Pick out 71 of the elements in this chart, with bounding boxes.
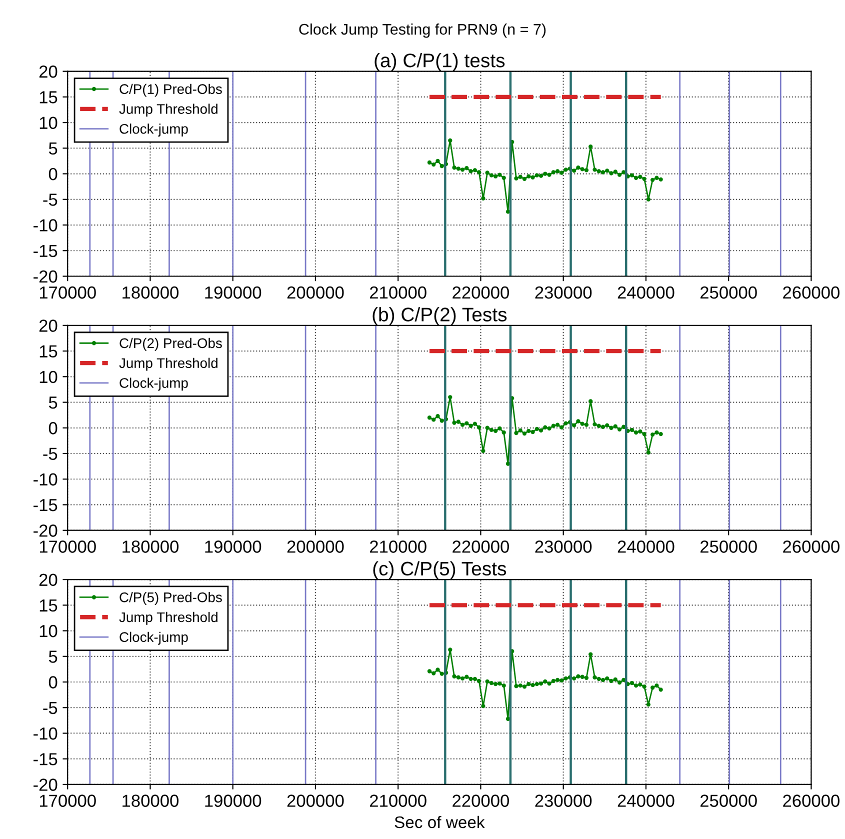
x-tick-label: 210000 bbox=[370, 794, 426, 807]
legend-label: Jump Threshold bbox=[119, 358, 218, 371]
x-tick-label: 180000 bbox=[122, 286, 179, 299]
y-tick-label: 0 bbox=[48, 422, 58, 434]
chart-title: (a) C/P(1) tests bbox=[374, 53, 505, 72]
x-tick-label: 180000 bbox=[122, 794, 179, 807]
y-tick-label: 5 bbox=[48, 396, 58, 409]
y-tick-label: -5 bbox=[43, 702, 58, 714]
y-tick-label: -10 bbox=[34, 727, 58, 740]
x-axis-title: Sec of week bbox=[394, 816, 485, 828]
y-tick-label: 20 bbox=[39, 320, 58, 332]
chart-title: (c) C/P(5) Tests bbox=[373, 561, 506, 580]
x-tick-label: 190000 bbox=[205, 794, 262, 807]
x-tick-label: 250000 bbox=[700, 794, 757, 807]
y-tick-label: 15 bbox=[40, 345, 58, 358]
x-tick-label: 190000 bbox=[205, 286, 262, 299]
x-tick-label: 240000 bbox=[618, 540, 674, 553]
x-tick-label: 240000 bbox=[618, 794, 674, 807]
y-tick-label: 10 bbox=[40, 624, 58, 638]
y-tick-label: -5 bbox=[43, 194, 58, 206]
y-tick-label: 5 bbox=[48, 142, 58, 155]
y-tick-label: 10 bbox=[40, 116, 58, 130]
y-tick-label: -15 bbox=[34, 753, 58, 766]
y-tick-label: -10 bbox=[34, 473, 58, 486]
y-tick-label: 15 bbox=[40, 91, 58, 104]
y-tick-label: 5 bbox=[48, 650, 58, 663]
x-tick-label: 220000 bbox=[452, 540, 509, 553]
y-tick-label: 15 bbox=[40, 600, 58, 612]
legend-label: Jump Threshold bbox=[119, 104, 218, 117]
x-tick-label: 260000 bbox=[783, 794, 840, 807]
legend-label: C/P(5) Pred-Obs bbox=[120, 592, 222, 605]
x-tick-label: 250000 bbox=[700, 540, 757, 553]
x-tick-label: 200000 bbox=[287, 540, 344, 553]
legend-label: Jump Threshold bbox=[119, 612, 218, 625]
legend-label: C/P(1) Pred-Obs bbox=[120, 84, 222, 97]
x-tick-label: 220000 bbox=[452, 794, 509, 807]
y-tick-label: -20 bbox=[34, 778, 58, 791]
y-tick-label: 0 bbox=[48, 168, 58, 180]
chart-title: (b) C/P(2) Tests bbox=[372, 307, 507, 326]
y-tick-label: -15 bbox=[34, 244, 58, 258]
x-tick-label: 230000 bbox=[535, 794, 592, 807]
x-tick-label: 170000 bbox=[40, 794, 96, 807]
x-tick-label: 170000 bbox=[40, 540, 96, 553]
x-tick-label: 200000 bbox=[287, 286, 344, 299]
y-tick-label: -10 bbox=[34, 219, 58, 232]
ref-line-label: Clock-jump bbox=[120, 378, 188, 391]
x-tick-label: 170000 bbox=[40, 286, 96, 299]
y-tick-label: 0 bbox=[48, 676, 58, 688]
x-tick-label: 190000 bbox=[205, 540, 262, 553]
y-tick-label: -20 bbox=[34, 270, 58, 283]
x-tick-label: 260000 bbox=[783, 540, 840, 553]
x-tick-label: 210000 bbox=[370, 540, 426, 553]
y-tick-label: 20 bbox=[39, 65, 58, 78]
legend-label: C/P(2) Pred-Obs bbox=[120, 338, 222, 351]
y-tick-label: -20 bbox=[34, 524, 58, 537]
x-tick-label: 230000 bbox=[535, 540, 592, 553]
y-tick-label: 20 bbox=[39, 574, 58, 586]
x-tick-label: 180000 bbox=[122, 540, 179, 553]
y-tick-label: -5 bbox=[43, 448, 58, 460]
x-tick-label: 210000 bbox=[370, 286, 426, 299]
text: Clock Jump Testing for PRN9 (n = 7) bbox=[299, 23, 546, 38]
ref-line-label: Clock-jump bbox=[120, 124, 188, 137]
ref-line-label: Clock-jump bbox=[120, 632, 188, 645]
y-tick-label: 10 bbox=[40, 370, 58, 384]
x-tick-label: 250000 bbox=[700, 286, 757, 299]
x-tick-label: 220000 bbox=[452, 286, 509, 299]
y-tick-label: -15 bbox=[34, 499, 58, 512]
x-tick-label: 240000 bbox=[618, 286, 674, 299]
x-tick-label: 230000 bbox=[535, 286, 592, 299]
x-tick-label: 260000 bbox=[783, 286, 840, 299]
x-tick-label: 200000 bbox=[287, 794, 344, 807]
